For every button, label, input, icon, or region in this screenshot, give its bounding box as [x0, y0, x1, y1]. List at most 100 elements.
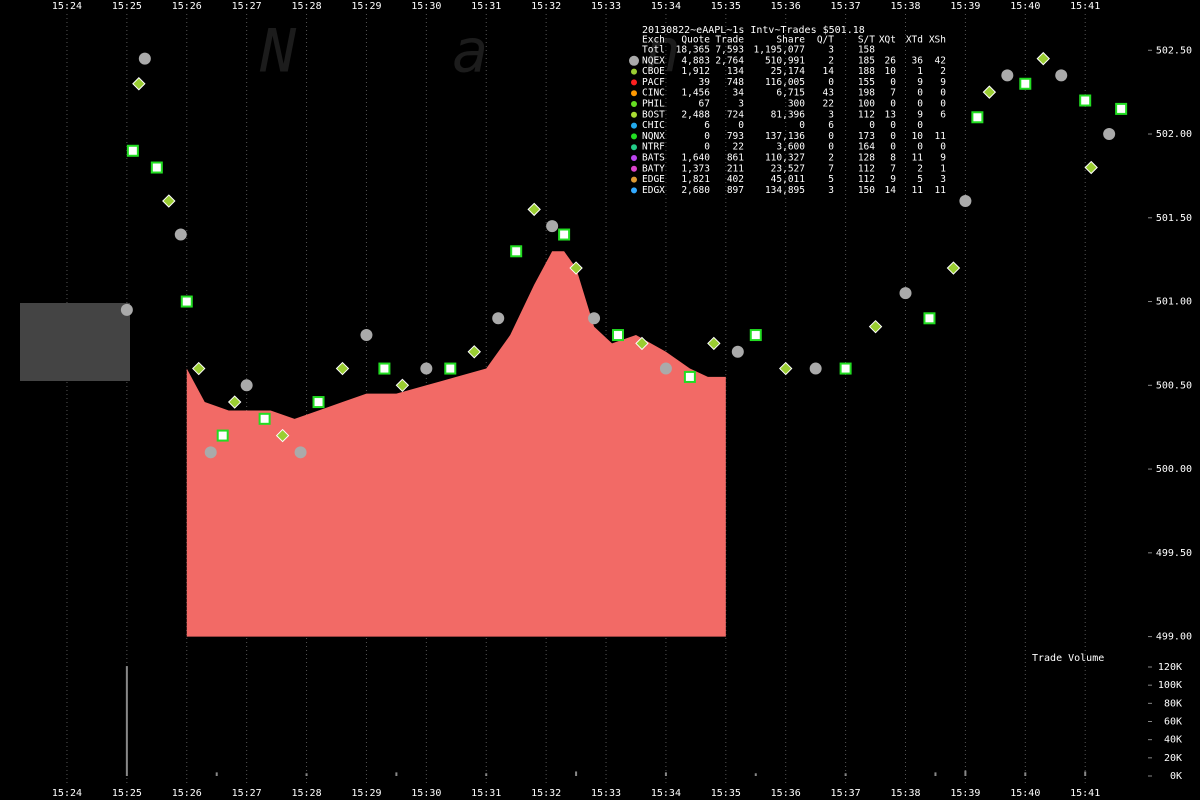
table-header: Quote: [681, 35, 710, 46]
trade-marker: [1019, 77, 1032, 90]
table-cell: 5: [828, 174, 834, 185]
legend-swatch: [631, 133, 637, 140]
trade-marker: [275, 428, 290, 443]
table-cell: 0: [917, 88, 923, 99]
table-cell: 22: [733, 142, 744, 153]
x-tick-label: 15:38: [890, 788, 920, 799]
y-tick-label: 499.50: [1156, 548, 1192, 559]
x-tick-label: 15:30: [411, 1, 441, 12]
table-cell: 150: [858, 185, 875, 196]
table-cell: 2: [828, 153, 834, 164]
table-cell: 0: [890, 131, 896, 142]
table-cell: 13: [885, 109, 896, 120]
table-cell: 22: [823, 99, 834, 110]
trade-marker: [258, 412, 271, 425]
x-tick-label: 15:40: [1010, 1, 1040, 12]
table-cell: 2: [917, 163, 923, 174]
table-cell: NTRF: [642, 142, 665, 153]
x-tick-label: 15:40: [1010, 788, 1040, 799]
trade-marker: [174, 228, 187, 241]
table-header: XQt: [879, 35, 896, 46]
table-cell: 7: [890, 163, 896, 174]
x-tick-label: 15:36: [771, 788, 801, 799]
trade-marker: [492, 312, 505, 325]
x-tick-label: 15:32: [531, 788, 561, 799]
trade-marker: [335, 361, 350, 376]
x-tick-label: 15:29: [351, 788, 381, 799]
table-cell: 1,912: [681, 66, 710, 77]
table-cell: NQNX: [642, 131, 665, 142]
trade-marker: [138, 52, 151, 65]
table-cell: BOST: [642, 109, 665, 120]
table-cell: CINC: [642, 88, 665, 99]
x-tick-label: 15:41: [1070, 1, 1100, 12]
table-cell: 0: [869, 120, 875, 131]
table-cell: 3: [828, 109, 834, 120]
volume-bar: [575, 771, 578, 776]
table-cell: 9: [940, 77, 946, 88]
table-cell: 0: [890, 77, 896, 88]
table-cell: 0: [704, 142, 710, 153]
x-tick-label: 15:25: [112, 1, 142, 12]
table-cell: 8: [890, 153, 896, 164]
trade-marker: [923, 312, 936, 325]
volume-label: Trade Volume: [1032, 653, 1104, 664]
table-cell: 510,991: [765, 55, 805, 66]
table-cell: 0: [917, 120, 923, 131]
legend-swatch: [631, 187, 637, 194]
table-cell: 3: [738, 99, 744, 110]
table-cell: 1: [917, 66, 923, 77]
table-cell: 2,488: [681, 109, 710, 120]
trade-marker: [659, 362, 672, 375]
x-tick-label: 15:30: [411, 788, 441, 799]
table-header: Share: [776, 35, 805, 46]
x-tick-label: 15:28: [292, 788, 322, 799]
table-cell: 0: [890, 99, 896, 110]
table-cell: 14: [823, 66, 835, 77]
table-cell: 10: [885, 66, 897, 77]
table-cell: 6: [704, 120, 710, 131]
table-cell: 23,527: [771, 163, 805, 174]
y2-tick-label: 120K: [1158, 662, 1182, 673]
volume-bar: [1084, 771, 1087, 776]
volume-bar: [844, 773, 847, 776]
trade-marker: [1036, 51, 1050, 66]
x-tick-label: 15:26: [172, 788, 202, 799]
table-cell: 25,174: [771, 66, 806, 77]
trade-marker: [227, 395, 242, 409]
table-cell: 11: [912, 153, 924, 164]
table-cell: 9: [940, 153, 946, 164]
trade-marker: [192, 361, 206, 376]
legend-swatch: [631, 122, 637, 129]
table-cell: PACF: [642, 77, 665, 88]
table-cell: 3: [940, 174, 946, 185]
watermark: N a n: [259, 17, 741, 87]
trade-marker: [120, 303, 133, 316]
x-tick-label: 15:37: [831, 1, 861, 12]
trade-marker: [899, 287, 912, 300]
table-cell: 43: [823, 88, 834, 99]
table-cell: 9: [917, 109, 923, 120]
trade-marker: [1084, 160, 1098, 175]
trade-marker: [588, 312, 601, 325]
x-tick-label: 15:27: [232, 1, 262, 12]
trade-marker: [132, 77, 146, 91]
trade-marker: [809, 362, 822, 375]
chart-title: 20130822~eAAPL~1s Intv~Trades $501.18: [642, 25, 865, 36]
spread-area: [186, 251, 726, 637]
trade-marker: [731, 345, 744, 358]
legend-swatch: [631, 90, 637, 97]
table-cell: 0: [917, 99, 923, 110]
table-cell: 4,883: [681, 55, 710, 66]
table-cell: 211: [727, 163, 744, 174]
legend-swatch: [631, 68, 637, 75]
table-cell: 11: [912, 185, 924, 196]
table-cell: 42: [935, 55, 946, 66]
table-cell: 1: [940, 163, 946, 174]
x-tick-label: 15:31: [471, 1, 501, 12]
table-cell: NQEX: [642, 55, 665, 66]
table-cell: 3: [828, 45, 834, 56]
trade-marker: [150, 161, 163, 174]
